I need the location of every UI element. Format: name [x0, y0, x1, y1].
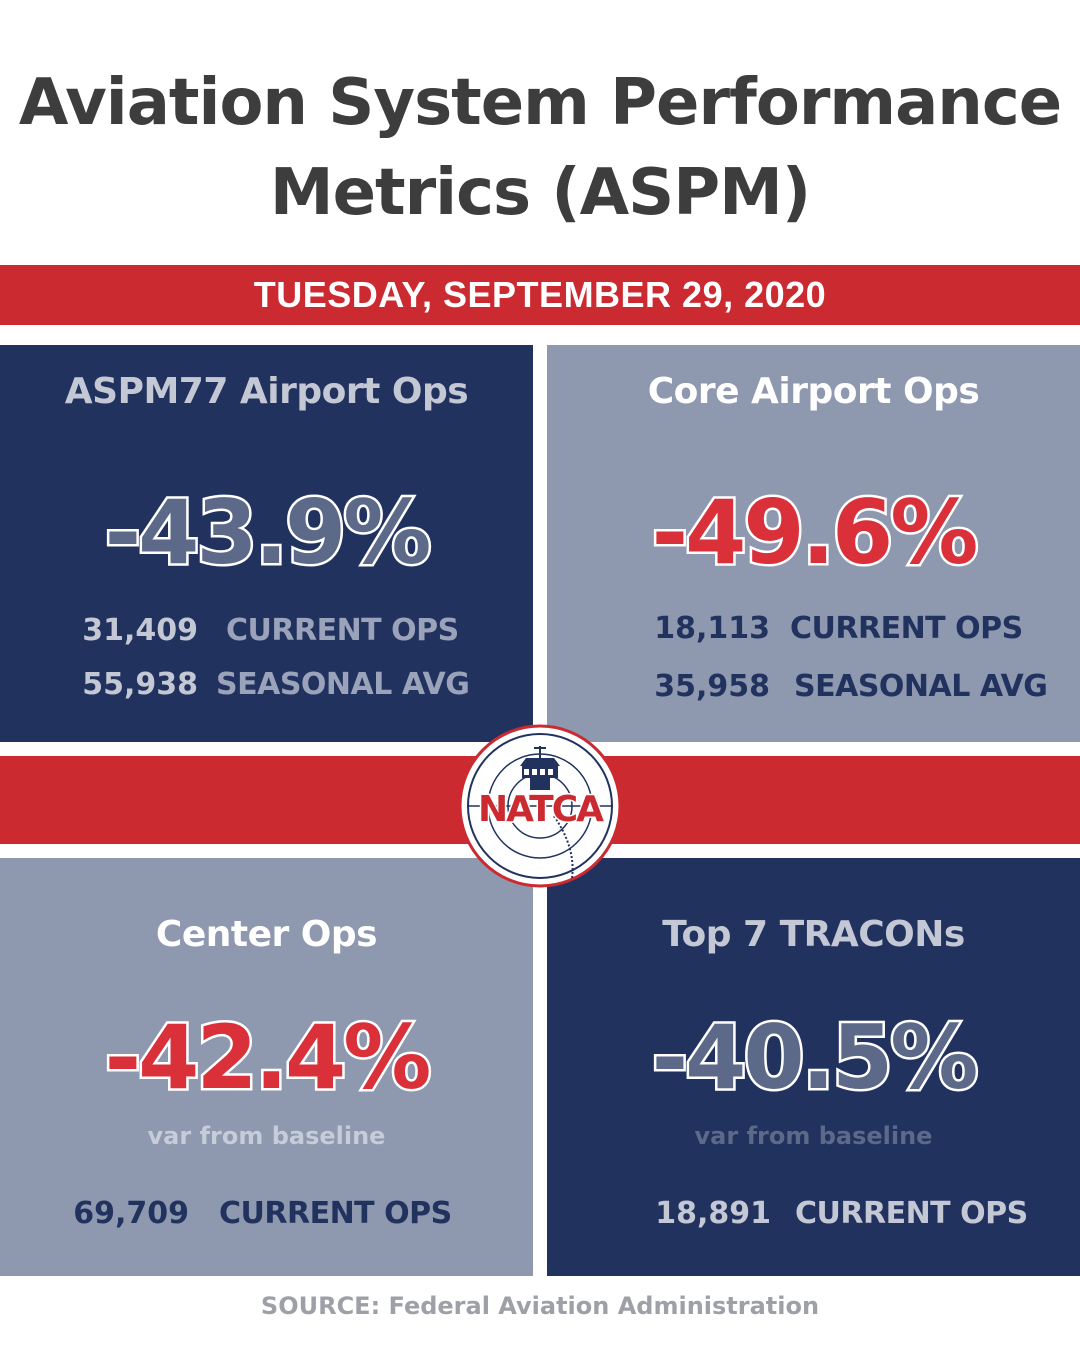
panel-title: Core Airport Ops	[647, 371, 980, 412]
panel-subtitle: var from baseline	[694, 1122, 933, 1150]
panel-value: -40.5%	[649, 1005, 981, 1110]
natca-logo: NATCA	[458, 718, 622, 894]
stat-number: 69,709	[73, 1196, 189, 1231]
control-tower-icon	[520, 746, 560, 790]
panel-title: ASPM77 Airport Ops	[64, 371, 469, 412]
page-title-line1: Aviation System Performance	[18, 66, 1062, 140]
stat-number: 55,938	[82, 667, 198, 702]
stat-number: 18,113	[654, 611, 770, 646]
panel-aspm77-airport-ops: ASPM77 Airport Ops -43.9% 31,409 CURRENT …	[0, 345, 533, 742]
panel-center-ops: Center Ops -42.4% var from baseline 69,7…	[0, 858, 533, 1276]
stat-row: 18,113 CURRENT OPS	[632, 611, 1023, 646]
stat-label: SEASONAL AVG	[794, 669, 1048, 704]
panel-value: -42.4%	[102, 1005, 434, 1110]
panel-value: -49.6%	[649, 480, 981, 585]
date-banner: TUESDAY, SEPTEMBER 29, 2020	[0, 265, 1080, 325]
source-note: SOURCE: Federal Aviation Administration	[260, 1292, 820, 1320]
stat-label: CURRENT OPS	[226, 613, 459, 648]
logo-text: NATCA	[478, 789, 604, 830]
page-title: Aviation System Performance Metrics (ASP…	[0, 58, 1080, 238]
panel-title: Center Ops	[155, 914, 378, 955]
stat-row: 35,958 SEASONAL AVG	[632, 669, 1048, 704]
stat-label: CURRENT OPS	[790, 611, 1023, 646]
stat-label: CURRENT OPS	[219, 1196, 452, 1231]
panel-top-7-tracons: Top 7 TRACONs -40.5% var from baseline 1…	[547, 858, 1080, 1276]
stat-label: CURRENT OPS	[795, 1196, 1028, 1231]
panel-subtitle: var from baseline	[147, 1122, 386, 1150]
panel-value: -43.9%	[102, 480, 434, 585]
panel-core-airport-ops: Core Airport Ops -49.6% 18,113 CURRENT OP…	[547, 345, 1080, 742]
stat-row: 18,891 CURRENT OPS	[655, 1196, 1028, 1231]
panel-title: Top 7 TRACONs	[662, 914, 965, 955]
stat-number: 31,409	[82, 613, 198, 648]
natca-logo-graphic: NATCA	[458, 724, 622, 888]
stat-number: 35,958	[654, 669, 770, 704]
stat-row: 55,938 SEASONAL AVG	[60, 667, 470, 702]
stat-label: SEASONAL AVG	[216, 667, 470, 702]
stat-number: 18,891	[655, 1196, 771, 1231]
stat-row: 69,709 CURRENT OPS	[55, 1196, 452, 1231]
stat-row: 31,409 CURRENT OPS	[60, 613, 459, 648]
page-title-line2: Metrics (ASPM)	[269, 156, 811, 230]
